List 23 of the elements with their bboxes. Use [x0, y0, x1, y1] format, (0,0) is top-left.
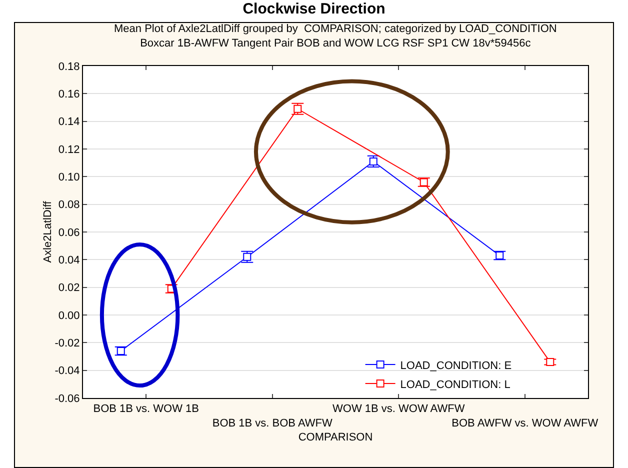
legend-label: LOAD_CONDITION: E: [400, 360, 512, 372]
y-tick-label: 0.16: [58, 88, 80, 101]
x-tick-label: BOB AWFW vs. WOW AWFW: [452, 418, 599, 430]
y-tick-label: -0.06: [54, 392, 80, 405]
y-tick-label: 0.18: [58, 60, 80, 73]
x-tick-label: BOB 1B vs. WOW 1B: [93, 403, 200, 416]
y-tick-label: 0.06: [58, 226, 80, 239]
y-axis-title: Axle2LatlDiff: [42, 200, 54, 263]
y-tick-label: 0.14: [58, 116, 80, 128]
legend-label: LOAD_CONDITION: L: [400, 378, 510, 391]
y-tick-label: 0.00: [58, 310, 80, 322]
x-tick-label: BOB 1B vs. BOB AWFW: [212, 418, 333, 430]
x-tick-label: WOW 1B vs. WOW AWFW: [332, 403, 466, 416]
y-tick-label: 0.08: [58, 199, 80, 212]
y-tick-label: -0.02: [54, 338, 80, 350]
y-tick-label: 0.10: [58, 172, 80, 184]
chart-title: Clockwise Direction: [242, 0, 386, 18]
x-axis-title: COMPARISON: [298, 432, 373, 444]
chart-subtitle: Mean Plot of Axle2LatlDiff grouped by COMPARISON; categorized by LOAD_CONDITION Boxcar 1B-AWFW Tangent Pair BOB and WOW LCG RSF SP1 CW 18v*59456c: [114, 23, 557, 50]
y-tick-label: 0.02: [58, 282, 80, 294]
y-tick-label: -0.04: [54, 365, 80, 378]
y-tick-label: 0.04: [58, 254, 80, 267]
y-tick-label: 0.12: [58, 144, 80, 156]
